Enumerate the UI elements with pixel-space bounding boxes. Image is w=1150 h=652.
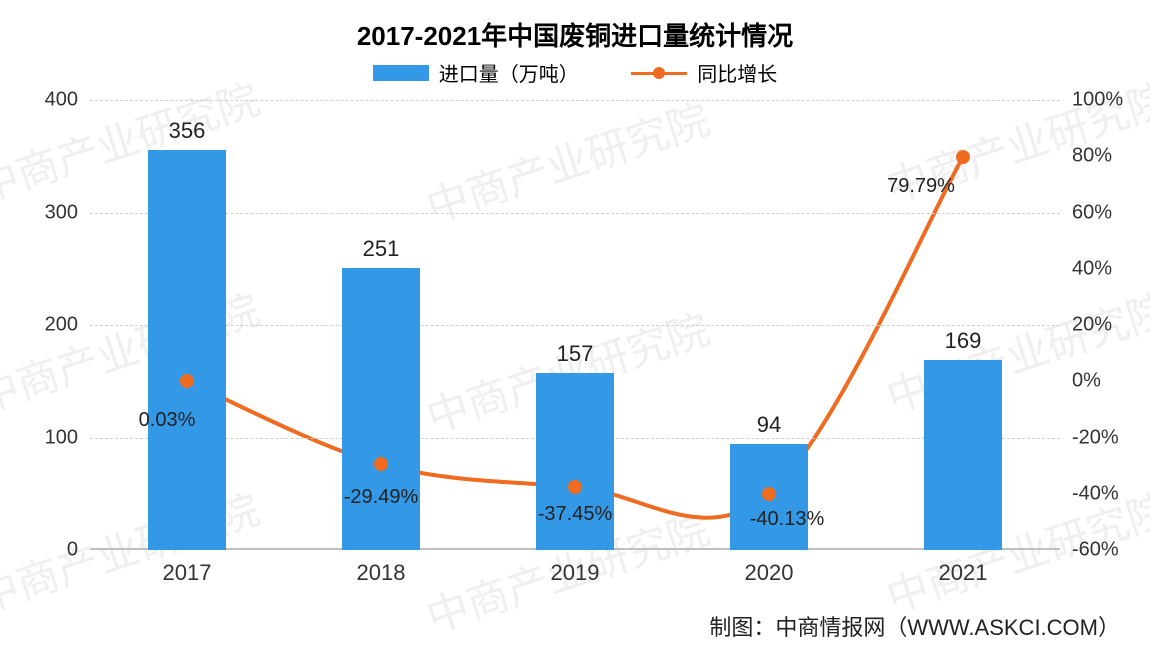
y-right-tick: 0% — [1060, 370, 1101, 393]
legend-label-bar: 进口量（万吨） — [439, 58, 579, 87]
line-value-label: 79.79% — [887, 175, 955, 198]
legend-item-line: 同比增长 — [631, 58, 777, 87]
grid-line — [90, 213, 1060, 214]
legend: 进口量（万吨） 同比增长 — [0, 58, 1150, 87]
legend-swatch-line — [631, 65, 687, 81]
line-marker — [374, 457, 388, 471]
bar — [148, 150, 226, 551]
line-value-label: -40.13% — [750, 508, 825, 531]
line-marker — [568, 480, 582, 494]
x-tick: 2020 — [745, 550, 794, 586]
y-right-tick: -60% — [1060, 539, 1119, 562]
plot-area: 0100200300400-60%-40%-20%0%20%40%60%80%1… — [90, 100, 1060, 550]
y-right-tick: -40% — [1060, 482, 1119, 505]
y-right-tick: 80% — [1060, 145, 1112, 168]
y-right-tick: 40% — [1060, 257, 1112, 280]
line-marker — [762, 487, 776, 501]
bar-value-label: 157 — [557, 341, 594, 367]
x-tick: 2018 — [357, 550, 406, 586]
grid-line — [90, 100, 1060, 101]
chart-title: 2017-2021年中国废铜进口量统计情况 — [0, 16, 1150, 53]
bar — [924, 360, 1002, 550]
legend-swatch-bar — [373, 65, 429, 81]
grid-line — [90, 325, 1060, 326]
line-value-label: -37.45% — [538, 503, 613, 526]
legend-line-marker — [653, 67, 665, 79]
y-right-tick: 100% — [1060, 89, 1123, 112]
bar-value-label: 356 — [169, 118, 206, 144]
bar-value-label: 251 — [363, 236, 400, 262]
y-right-tick: 20% — [1060, 314, 1112, 337]
line-value-label: -29.49% — [344, 486, 419, 509]
line-marker — [180, 374, 194, 388]
chart-container: 中商产业研究院 中商产业研究院 中商产业研究院 中商产业研究院 中商产业研究院 … — [0, 0, 1150, 652]
y-left-tick: 0 — [67, 539, 90, 562]
x-tick: 2019 — [551, 550, 600, 586]
y-right-tick: 60% — [1060, 201, 1112, 224]
bar-value-label: 94 — [757, 412, 781, 438]
y-right-tick: -20% — [1060, 426, 1119, 449]
y-left-tick: 200 — [45, 314, 90, 337]
y-left-tick: 300 — [45, 201, 90, 224]
x-tick: 2021 — [939, 550, 988, 586]
line-value-label: 0.03% — [139, 409, 196, 432]
bar-value-label: 169 — [945, 328, 982, 354]
line-marker — [956, 150, 970, 164]
y-left-tick: 100 — [45, 426, 90, 449]
x-tick: 2017 — [163, 550, 212, 586]
credit-text: 制图：中商情报网（WWW.ASKCI.COM） — [709, 610, 1120, 642]
legend-label-line: 同比增长 — [697, 58, 777, 87]
legend-item-bar: 进口量（万吨） — [373, 58, 579, 87]
y-left-tick: 400 — [45, 89, 90, 112]
